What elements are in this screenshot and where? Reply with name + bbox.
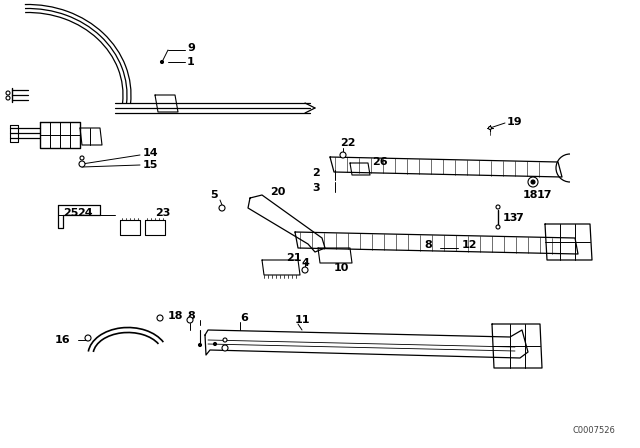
Text: 11: 11 xyxy=(295,315,310,325)
Text: 17: 17 xyxy=(537,190,552,200)
Text: 18: 18 xyxy=(523,190,538,200)
Circle shape xyxy=(214,343,216,345)
Text: 4: 4 xyxy=(302,258,310,268)
Circle shape xyxy=(302,267,308,273)
Circle shape xyxy=(496,225,500,229)
Circle shape xyxy=(79,161,85,167)
Text: 2: 2 xyxy=(312,168,320,178)
Text: 23: 23 xyxy=(155,208,170,218)
Circle shape xyxy=(85,335,91,341)
Text: 15: 15 xyxy=(143,160,158,170)
Circle shape xyxy=(157,315,163,321)
Text: 25: 25 xyxy=(63,208,78,218)
Text: 9: 9 xyxy=(187,43,195,53)
Circle shape xyxy=(340,152,346,158)
Text: 7: 7 xyxy=(515,213,523,223)
Circle shape xyxy=(222,345,228,351)
Text: 12: 12 xyxy=(462,240,477,250)
Text: 21: 21 xyxy=(287,253,302,263)
Circle shape xyxy=(161,60,163,64)
Circle shape xyxy=(219,205,225,211)
Text: 26: 26 xyxy=(372,157,388,167)
Text: 1: 1 xyxy=(187,57,195,67)
Text: 6: 6 xyxy=(240,313,248,323)
Text: 3: 3 xyxy=(312,183,320,193)
Circle shape xyxy=(223,338,227,342)
Text: 20: 20 xyxy=(270,187,285,197)
Text: 8: 8 xyxy=(424,240,432,250)
Text: 18: 18 xyxy=(168,311,183,321)
Circle shape xyxy=(187,317,193,323)
Circle shape xyxy=(496,205,500,209)
Circle shape xyxy=(6,96,10,100)
Circle shape xyxy=(6,91,10,95)
Text: 5: 5 xyxy=(211,190,218,200)
Text: 16: 16 xyxy=(54,335,70,345)
Circle shape xyxy=(528,177,538,187)
Circle shape xyxy=(198,344,202,346)
Text: 22: 22 xyxy=(340,138,355,148)
Text: C0007526: C0007526 xyxy=(572,426,615,435)
Text: 13: 13 xyxy=(503,213,518,223)
Text: 19: 19 xyxy=(507,117,523,127)
Text: 10: 10 xyxy=(334,263,349,273)
Circle shape xyxy=(488,126,492,129)
Text: 8: 8 xyxy=(188,311,195,321)
Text: 24: 24 xyxy=(77,208,93,218)
Text: 14: 14 xyxy=(143,148,159,158)
Circle shape xyxy=(531,180,535,184)
Circle shape xyxy=(80,156,84,160)
